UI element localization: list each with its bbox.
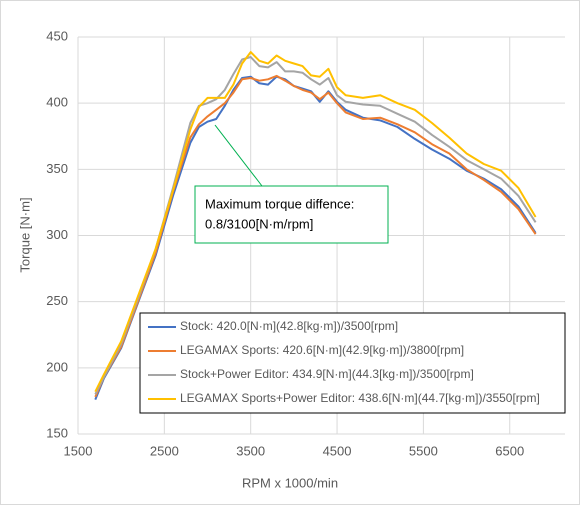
- x-tick-label: 5500: [409, 443, 438, 458]
- series-line: [94, 74, 537, 398]
- legend-box: [139, 312, 566, 414]
- annotation-text: 0.8/3100[N·m/rpm]: [205, 216, 313, 231]
- x-tick-label: 3500: [236, 443, 265, 458]
- y-tick-label: 350: [46, 161, 68, 176]
- annotation-text: Maximum torque diffence:: [205, 196, 354, 211]
- y-tick-label: 300: [46, 227, 68, 242]
- series-line: [94, 56, 537, 395]
- y-axis-label: Torque [N·m]: [17, 197, 32, 272]
- x-tick-label: 4500: [323, 443, 352, 458]
- y-tick-label: 400: [46, 95, 68, 110]
- x-tick-label: 1500: [64, 443, 93, 458]
- y-tick-label: 450: [46, 28, 68, 43]
- y-tick-label: 200: [46, 359, 68, 374]
- series-line: [94, 51, 537, 393]
- annotation-box: [194, 185, 389, 244]
- y-tick-label: 250: [46, 293, 68, 308]
- y-tick-label: 150: [46, 425, 68, 440]
- legend-label: LEGAMAX Sports+Power Editor: 438.6[N·m](…: [180, 391, 540, 405]
- legend-label: LEGAMAX Sports: 420.6[N·m](42.9[kg·m])/3…: [180, 343, 464, 357]
- annotation-leader: [214, 124, 263, 187]
- x-tick-label: 6500: [495, 443, 524, 458]
- x-axis-label: RPM x 1000/min: [242, 475, 338, 490]
- legend-label: Stock: 420.0[N·m](42.8[kg·m])/3500[rpm]: [180, 319, 398, 333]
- legend-label: Stock+Power Editor: 434.9[N·m](44.3[kg·m…: [180, 367, 474, 381]
- x-tick-label: 2500: [150, 443, 179, 458]
